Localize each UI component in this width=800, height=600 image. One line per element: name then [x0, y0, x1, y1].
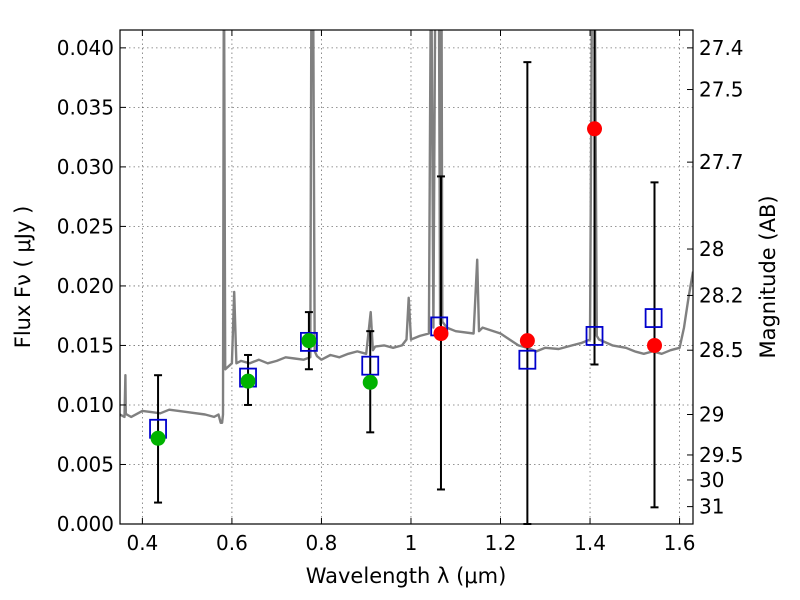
y-axis-label-right: Magnitude (AB)	[756, 195, 780, 358]
x-tick-label: 0.8	[306, 531, 338, 555]
y-tick-label: 0.005	[57, 452, 114, 476]
detection-point	[362, 374, 378, 390]
y-tick-label: 0.035	[57, 95, 114, 119]
x-tick-label: 1	[405, 531, 418, 555]
tick-layer: 0.4 0.6 0.8 1 1.2 1.4 1.6 0.000 0.005 0.010 0.015 0…	[57, 30, 744, 555]
model-square-point	[644, 308, 663, 328]
x-tick-label: 1.4	[574, 531, 606, 555]
y-tick-label: 0.025	[57, 214, 114, 238]
x-tick-label: 0.4	[126, 531, 158, 555]
red-point	[519, 333, 535, 349]
model-square-point	[585, 326, 604, 346]
plot-frame	[119, 29, 694, 525]
y-tick-label: 0.040	[57, 36, 114, 60]
y-axis-label: Flux Fν ( μJy )	[11, 206, 35, 349]
detection-point	[150, 430, 166, 446]
y-tick-label: 0.000	[57, 512, 114, 536]
detection-point	[301, 333, 317, 349]
red-point	[587, 121, 603, 137]
red-point	[433, 326, 449, 342]
magnitude-tick-label: 29	[699, 402, 724, 426]
model-square-point	[361, 355, 380, 376]
magnitude-tick-label: 31	[699, 495, 724, 519]
magnitude-tick-label: 28.5	[699, 338, 744, 362]
magnitude-tick-label: 29.5	[699, 443, 744, 467]
x-axis-label: Wavelength λ (μm)	[306, 564, 507, 588]
x-tick-label: 1.6	[664, 531, 696, 555]
x-tick-label: 1.2	[485, 531, 517, 555]
model-square-point	[300, 331, 318, 352]
marker-layer	[149, 121, 663, 446]
model-square-point	[518, 349, 537, 370]
magnitude-tick-label: 30	[699, 468, 724, 492]
magnitude-tick-label: 27.7	[699, 150, 744, 174]
detection-point	[240, 373, 256, 389]
y-tick-label: 0.030	[57, 155, 114, 179]
plot-background	[120, 30, 693, 524]
spectrum-line	[120, 30, 693, 424]
x-tick-label: 0.6	[216, 531, 248, 555]
y-tick-label: 0.020	[57, 274, 114, 298]
magnitude-tick-label: 28.2	[699, 283, 744, 307]
magnitude-tick-label: 27.5	[699, 78, 744, 102]
red-point	[647, 337, 663, 353]
y-tick-label: 0.010	[57, 393, 114, 417]
magnitude-tick-label: 28	[699, 237, 724, 261]
data-layer	[120, 30, 693, 424]
y-tick-label: 0.015	[57, 333, 114, 357]
magnitude-tick-label: 27.4	[699, 36, 744, 60]
